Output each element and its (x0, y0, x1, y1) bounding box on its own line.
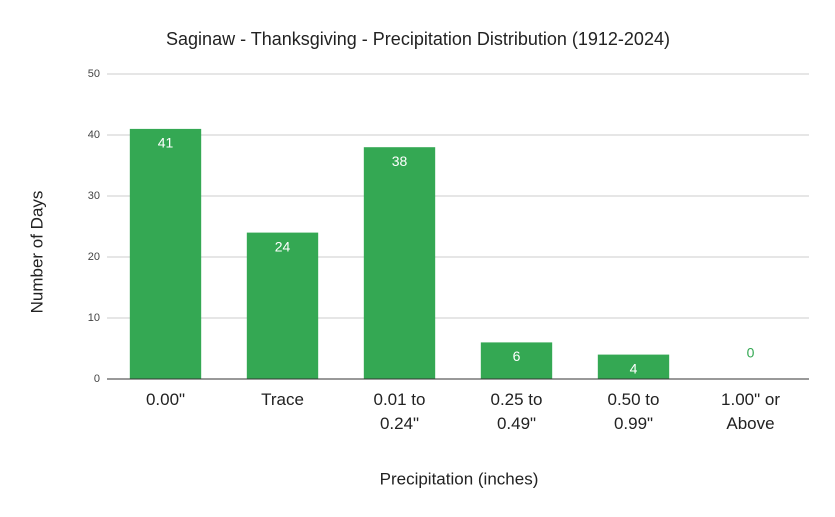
y-tick-label: 0 (94, 373, 100, 385)
chart-title: Saginaw - Thanksgiving - Precipitation D… (166, 29, 670, 49)
data-label: 38 (392, 153, 408, 169)
y-tick-label: 20 (88, 251, 100, 263)
bar (363, 147, 436, 379)
bar (246, 232, 319, 379)
x-tick-label: Trace (261, 390, 304, 409)
x-tick-label: 1.00" or Above (721, 390, 780, 433)
data-label: 0 (747, 345, 755, 361)
bar (129, 128, 202, 379)
data-label: 6 (513, 348, 521, 364)
y-tick-label: 40 (88, 129, 100, 141)
x-tick-label: 0.25 to 0.49" (491, 390, 543, 433)
x-tick-label: 0.01 to 0.24" (374, 390, 426, 433)
y-tick-label: 50 (88, 68, 100, 80)
x-tick-label: 0.00" (146, 390, 185, 409)
data-label: 4 (630, 360, 638, 376)
bar (480, 342, 553, 379)
y-tick-label: 10 (88, 312, 100, 324)
x-axis-title: Precipitation (inches) (380, 469, 539, 488)
bar (597, 354, 670, 379)
x-tick-label: 0.50 to 0.99" (608, 390, 660, 433)
y-tick-label: 30 (88, 190, 100, 202)
y-axis-title: Number of Days (27, 191, 46, 314)
data-label: 24 (275, 238, 291, 254)
data-label: 41 (158, 135, 174, 151)
